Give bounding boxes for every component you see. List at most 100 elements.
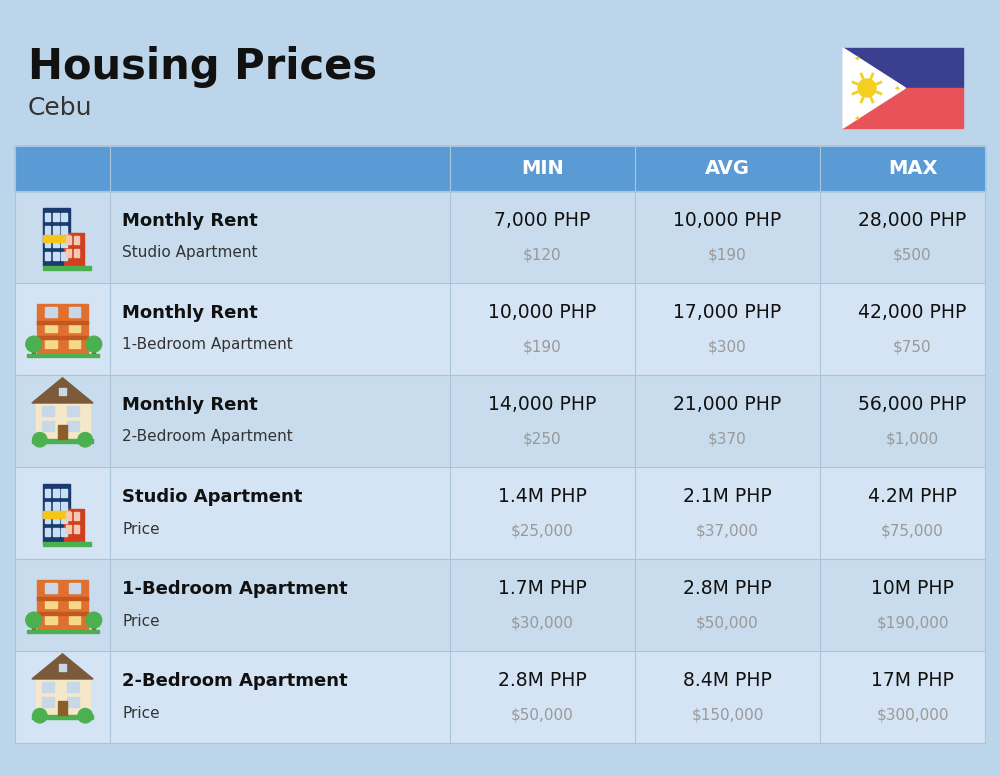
Bar	[64, 234, 84, 266]
Bar	[58, 702, 67, 715]
Bar	[59, 664, 66, 671]
Bar	[15, 191, 985, 283]
Bar	[64, 509, 84, 542]
Bar	[15, 146, 985, 191]
Text: 2-Bedroom Apartment: 2-Bedroom Apartment	[122, 672, 348, 690]
Circle shape	[858, 79, 876, 97]
Bar	[15, 651, 985, 743]
Bar	[61, 226, 67, 234]
Text: 42,000 PHP: 42,000 PHP	[858, 303, 967, 323]
Bar	[53, 502, 59, 510]
Bar	[74, 249, 79, 257]
Text: 1.4M PHP: 1.4M PHP	[498, 487, 587, 507]
Text: $150,000: $150,000	[691, 708, 764, 722]
Bar	[92, 347, 95, 356]
Text: $37,000: $37,000	[696, 524, 759, 539]
Bar	[44, 489, 50, 497]
Bar	[59, 388, 66, 395]
Text: 1.7M PHP: 1.7M PHP	[498, 580, 587, 598]
Text: Monthly Rent: Monthly Rent	[122, 212, 258, 230]
Bar	[74, 236, 79, 244]
Bar	[42, 697, 54, 707]
Text: Studio Apartment: Studio Apartment	[122, 245, 258, 261]
Bar	[43, 266, 91, 270]
Text: Cebu: Cebu	[28, 96, 92, 120]
Bar	[32, 439, 93, 443]
Bar	[53, 213, 59, 221]
Bar	[53, 528, 59, 536]
Text: MAX: MAX	[888, 159, 937, 178]
Bar	[15, 467, 985, 559]
Bar	[15, 375, 985, 467]
Polygon shape	[32, 378, 93, 403]
Bar	[44, 528, 50, 536]
Text: $250: $250	[523, 431, 562, 446]
Bar	[44, 515, 50, 523]
Text: ✦: ✦	[854, 53, 861, 62]
Bar	[44, 502, 50, 510]
Text: $370: $370	[708, 431, 747, 446]
Bar	[42, 682, 54, 692]
Text: Housing Prices: Housing Prices	[28, 46, 377, 88]
Text: 14,000 PHP: 14,000 PHP	[488, 396, 597, 414]
Text: Price: Price	[122, 705, 160, 720]
Text: 4.2M PHP: 4.2M PHP	[868, 487, 957, 507]
Bar	[53, 252, 59, 260]
Bar	[61, 502, 67, 510]
Text: $300,000: $300,000	[876, 708, 949, 722]
Text: $190,000: $190,000	[876, 615, 949, 630]
Bar	[26, 354, 98, 357]
Text: ✦: ✦	[894, 84, 900, 92]
Text: 2.1M PHP: 2.1M PHP	[683, 487, 772, 507]
Bar	[66, 525, 71, 533]
Text: $500: $500	[893, 248, 932, 262]
Bar	[43, 484, 70, 542]
Bar	[74, 525, 79, 533]
Text: 7,000 PHP: 7,000 PHP	[494, 212, 591, 230]
Text: $1,000: $1,000	[886, 431, 939, 446]
Bar	[32, 715, 93, 719]
Text: Price: Price	[122, 614, 160, 629]
Bar	[843, 88, 963, 128]
Bar	[69, 614, 80, 624]
Bar	[32, 347, 35, 356]
Bar	[57, 663, 68, 672]
Bar	[44, 252, 50, 260]
Bar	[61, 528, 67, 536]
Text: 8.4M PHP: 8.4M PHP	[683, 671, 772, 691]
Bar	[53, 239, 59, 247]
Bar	[36, 403, 90, 439]
Bar	[15, 283, 985, 375]
Circle shape	[78, 708, 92, 723]
Text: $190: $190	[523, 340, 562, 355]
Text: 17,000 PHP: 17,000 PHP	[673, 303, 782, 323]
Text: 1-Bedroom Apartment: 1-Bedroom Apartment	[122, 338, 293, 352]
Text: Monthly Rent: Monthly Rent	[122, 396, 258, 414]
Bar	[44, 239, 50, 247]
Text: $190: $190	[708, 248, 747, 262]
Circle shape	[33, 432, 47, 447]
Bar	[61, 252, 67, 260]
Text: 10,000 PHP: 10,000 PHP	[673, 212, 782, 230]
Bar	[42, 421, 54, 431]
Circle shape	[26, 612, 42, 628]
Text: $120: $120	[523, 248, 562, 262]
Text: $300: $300	[708, 340, 747, 355]
Text: $25,000: $25,000	[511, 524, 574, 539]
Bar	[37, 320, 88, 324]
Text: 1-Bedroom Apartment: 1-Bedroom Apartment	[122, 580, 348, 598]
Bar	[69, 583, 80, 593]
Bar	[69, 307, 80, 317]
Bar	[32, 623, 35, 632]
Polygon shape	[32, 654, 93, 679]
Text: $30,000: $30,000	[511, 615, 574, 630]
Text: Studio Apartment: Studio Apartment	[122, 488, 302, 506]
Bar	[61, 239, 67, 247]
Circle shape	[26, 336, 42, 352]
Bar	[843, 48, 963, 88]
Bar	[66, 512, 71, 520]
Text: 2.8M PHP: 2.8M PHP	[683, 580, 772, 598]
Text: AVG: AVG	[705, 159, 750, 178]
Text: 2.8M PHP: 2.8M PHP	[498, 671, 587, 691]
Text: 2-Bedroom Apartment: 2-Bedroom Apartment	[122, 429, 293, 445]
